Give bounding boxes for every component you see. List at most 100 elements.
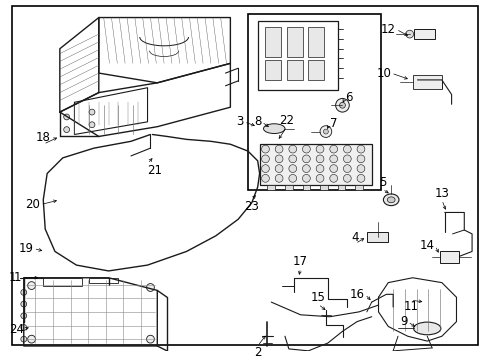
Circle shape bbox=[64, 127, 70, 132]
Text: 3: 3 bbox=[237, 115, 244, 128]
Text: 4: 4 bbox=[351, 231, 359, 244]
Circle shape bbox=[289, 175, 296, 182]
Circle shape bbox=[27, 282, 35, 289]
Circle shape bbox=[289, 145, 296, 153]
Circle shape bbox=[323, 129, 328, 134]
Circle shape bbox=[21, 313, 26, 319]
Bar bbox=[266, 27, 281, 57]
Circle shape bbox=[21, 324, 26, 330]
Circle shape bbox=[21, 301, 26, 307]
Circle shape bbox=[64, 114, 70, 120]
Circle shape bbox=[262, 155, 270, 163]
Circle shape bbox=[302, 175, 310, 182]
Text: 1: 1 bbox=[8, 271, 16, 284]
Circle shape bbox=[316, 175, 324, 182]
Circle shape bbox=[343, 145, 351, 153]
Text: 17: 17 bbox=[293, 255, 308, 268]
Ellipse shape bbox=[264, 124, 285, 134]
Text: 14: 14 bbox=[420, 239, 435, 252]
Text: 13: 13 bbox=[435, 187, 449, 200]
Bar bbox=[260, 144, 372, 185]
Circle shape bbox=[330, 165, 338, 172]
Circle shape bbox=[340, 102, 345, 108]
Circle shape bbox=[316, 165, 324, 172]
Ellipse shape bbox=[383, 194, 399, 206]
Circle shape bbox=[275, 165, 283, 172]
Text: 6: 6 bbox=[345, 91, 353, 104]
Circle shape bbox=[21, 336, 26, 342]
Bar bbox=[413, 75, 442, 89]
Text: 10: 10 bbox=[376, 67, 391, 80]
Circle shape bbox=[330, 175, 338, 182]
Bar bbox=[258, 22, 338, 90]
Bar bbox=[308, 60, 324, 80]
Circle shape bbox=[262, 165, 270, 172]
Text: 5: 5 bbox=[379, 176, 386, 189]
Ellipse shape bbox=[387, 197, 395, 203]
Circle shape bbox=[302, 155, 310, 163]
Text: 2: 2 bbox=[254, 346, 262, 359]
Text: 23: 23 bbox=[245, 200, 259, 213]
Text: 8: 8 bbox=[254, 115, 262, 128]
Bar bbox=[248, 14, 381, 190]
Circle shape bbox=[343, 175, 351, 182]
Circle shape bbox=[262, 175, 270, 182]
Circle shape bbox=[302, 145, 310, 153]
Bar bbox=[268, 185, 275, 190]
Text: 9: 9 bbox=[400, 315, 408, 328]
Circle shape bbox=[21, 289, 26, 295]
Text: 19: 19 bbox=[19, 242, 33, 255]
Circle shape bbox=[357, 145, 365, 153]
Circle shape bbox=[406, 30, 414, 38]
Bar bbox=[302, 185, 310, 190]
Bar bbox=[308, 27, 324, 57]
Circle shape bbox=[302, 165, 310, 172]
Circle shape bbox=[330, 155, 338, 163]
Circle shape bbox=[275, 155, 283, 163]
Bar bbox=[287, 60, 302, 80]
Circle shape bbox=[275, 175, 283, 182]
Circle shape bbox=[262, 145, 270, 153]
Text: 16: 16 bbox=[350, 288, 365, 301]
Circle shape bbox=[357, 165, 365, 172]
Circle shape bbox=[343, 165, 351, 172]
Bar bbox=[43, 278, 82, 285]
Circle shape bbox=[343, 155, 351, 163]
Bar bbox=[414, 29, 435, 39]
Text: 21: 21 bbox=[147, 164, 163, 177]
Bar bbox=[285, 185, 293, 190]
Circle shape bbox=[89, 109, 95, 115]
Text: 12: 12 bbox=[381, 23, 396, 36]
Circle shape bbox=[147, 335, 154, 343]
Text: 15: 15 bbox=[311, 291, 325, 304]
Bar bbox=[287, 27, 302, 57]
Bar bbox=[266, 60, 281, 80]
Text: 22: 22 bbox=[279, 114, 294, 127]
Text: 1: 1 bbox=[13, 271, 21, 284]
Circle shape bbox=[27, 335, 35, 343]
Circle shape bbox=[316, 145, 324, 153]
Bar bbox=[338, 185, 345, 190]
Text: 18: 18 bbox=[36, 131, 50, 144]
Bar bbox=[355, 185, 363, 190]
Circle shape bbox=[357, 155, 365, 163]
Circle shape bbox=[336, 98, 349, 112]
Circle shape bbox=[316, 155, 324, 163]
Circle shape bbox=[320, 126, 332, 138]
Bar bbox=[367, 232, 388, 242]
Text: 24: 24 bbox=[9, 323, 24, 336]
Circle shape bbox=[275, 145, 283, 153]
Text: 11: 11 bbox=[403, 300, 418, 313]
Bar bbox=[440, 251, 460, 263]
Circle shape bbox=[289, 165, 296, 172]
Bar bbox=[89, 278, 118, 283]
Circle shape bbox=[147, 284, 154, 291]
Circle shape bbox=[357, 175, 365, 182]
Bar bbox=[320, 185, 328, 190]
Circle shape bbox=[89, 122, 95, 128]
Text: 7: 7 bbox=[330, 117, 337, 130]
Text: 20: 20 bbox=[25, 198, 40, 211]
Circle shape bbox=[289, 155, 296, 163]
Ellipse shape bbox=[414, 322, 441, 335]
Circle shape bbox=[330, 145, 338, 153]
